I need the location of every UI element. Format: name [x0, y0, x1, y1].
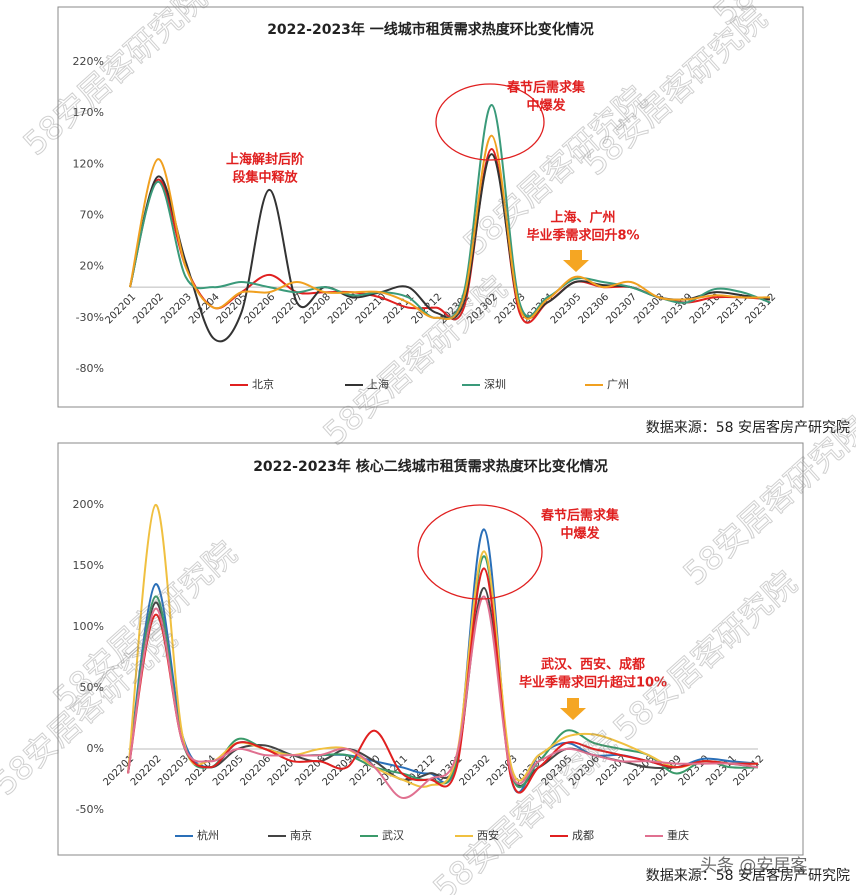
annotation: 春节后需求集 — [540, 508, 620, 524]
y-tick-label: 100% — [73, 620, 104, 633]
y-tick-label: 70% — [80, 209, 104, 222]
series-line — [127, 595, 759, 799]
legend-label: 深圳 — [484, 378, 506, 391]
legend-label: 成都 — [572, 829, 594, 842]
y-tick-label: 0% — [87, 742, 104, 755]
legend-label: 重庆 — [667, 828, 689, 842]
chart-frame — [57, 442, 804, 856]
series-line — [129, 134, 771, 320]
y-tick-label: 200% — [73, 498, 104, 511]
annotation: 上海解封后阶 — [226, 152, 305, 168]
annotation: 上海、广州 — [550, 210, 615, 226]
chart-frame — [57, 6, 804, 408]
chart-title: 2022-2023年 核心二线城市租赁需求热度环比变化情况 — [253, 458, 608, 475]
y-tick-label: -30% — [76, 311, 104, 324]
y-tick-label: 150% — [73, 559, 104, 572]
highlight-ellipse — [435, 83, 545, 161]
annotation: 毕业季需求回升8% — [526, 228, 639, 244]
y-tick-label: 50% — [80, 681, 104, 694]
y-tick-label: 220% — [73, 55, 104, 68]
annotation: 中爆发 — [560, 526, 600, 542]
y-tick-label: -80% — [76, 362, 104, 375]
arrow-down — [560, 698, 586, 720]
y-tick-label: 170% — [73, 106, 104, 119]
source-note: 数据来源：58 安居客房产研究院 — [646, 419, 850, 436]
y-tick-label: 20% — [80, 260, 104, 273]
annotation: 中爆发 — [526, 98, 566, 114]
annotation: 段集中释放 — [232, 170, 298, 186]
annotation: 春节后需求集 — [506, 80, 586, 96]
y-tick-label: 120% — [73, 157, 104, 170]
legend-label: 杭州 — [197, 828, 219, 842]
source-note: 数据来源：58 安居客房产研究院 — [646, 867, 850, 884]
legend-label: 南京 — [290, 828, 312, 842]
highlight-ellipse — [417, 504, 543, 600]
credit: 头条 @安居客 — [700, 856, 807, 876]
legend-label: 武汉 — [382, 829, 404, 842]
chart-title: 2022-2023年 一线城市租赁需求热度环比变化情况 — [267, 21, 594, 38]
annotation: 毕业季需求回升超过10% — [519, 675, 667, 691]
legend-label: 上海 — [367, 377, 389, 391]
annotation: 武汉、西安、成都 — [541, 657, 645, 673]
legend-label: 西安 — [477, 828, 499, 842]
series-line — [127, 567, 759, 794]
legend-label: 广州 — [607, 378, 629, 391]
y-tick-label: -50% — [76, 803, 104, 816]
legend-label: 北京 — [252, 377, 274, 391]
arrow-down — [563, 250, 589, 272]
